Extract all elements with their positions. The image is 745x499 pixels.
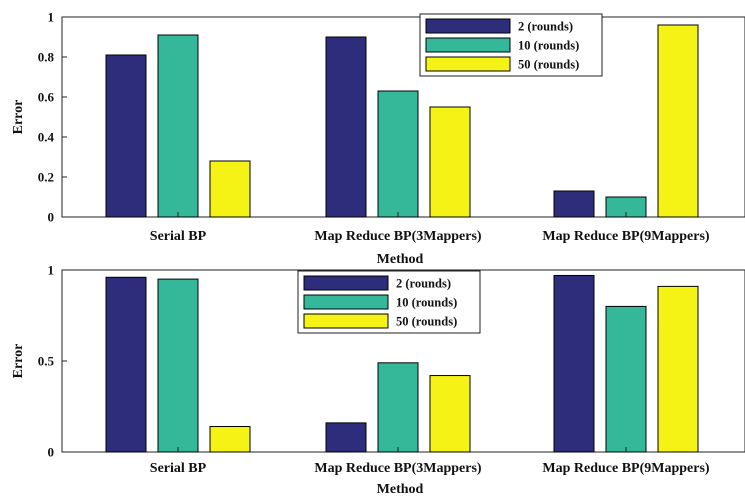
bar-3-3 xyxy=(657,285,699,453)
x-axis-label: Method xyxy=(377,252,424,267)
legend: 2 (rounds) 10 (rounds) 50 (rounds) xyxy=(297,270,481,334)
x-tick-label: Map Reduce BP(9Mappers) xyxy=(542,229,710,244)
x-tick-label: Serial BP xyxy=(150,229,207,244)
legend-swatch-1 xyxy=(303,275,389,291)
bar-3-3 xyxy=(657,24,699,218)
legend-entry-1: 2 (rounds) xyxy=(396,277,451,291)
legend-swatch-2 xyxy=(303,294,389,310)
legend-entry-2: 10 (rounds) xyxy=(396,296,457,310)
legend-swatch-3 xyxy=(303,313,389,329)
y-tick-label: 0 xyxy=(48,445,55,460)
bar-3-1 xyxy=(209,426,251,453)
bar-2-1 xyxy=(157,34,199,218)
y-axis-label: Error xyxy=(11,344,26,379)
bar-3-2 xyxy=(429,106,471,218)
chart-1: 0 0.2 0.4 0.6 0.8 1 Serial BP Map Reduce BP(3Ma… xyxy=(11,10,745,267)
bar-1-3 xyxy=(553,190,595,218)
legend-swatch-1 xyxy=(425,18,511,34)
y-tick-label: 0.2 xyxy=(38,170,54,185)
legend-entry-3: 50 (rounds) xyxy=(518,58,579,72)
y-tick-label: 1 xyxy=(48,10,55,25)
y-tick-label: 0.5 xyxy=(38,354,55,369)
legend: 2 (rounds) 10 (rounds) 50 (rounds) xyxy=(419,13,603,77)
x-tick-label: Map Reduce BP(3Mappers) xyxy=(314,461,482,476)
y-axis-label: Error xyxy=(11,100,26,135)
bar-1-2 xyxy=(325,36,367,218)
legend-swatch-2 xyxy=(425,37,511,53)
bar-1-1 xyxy=(105,276,147,453)
bar-2-3 xyxy=(605,305,647,453)
y-tick-label: 0.4 xyxy=(38,130,55,145)
legend-entry-3: 50 (rounds) xyxy=(396,315,457,329)
x-axis-label: Method xyxy=(377,482,424,497)
chart-2: 0 0.5 1 Serial BP Map Reduce BP(3Mappers) Map… xyxy=(11,263,745,497)
bar-2-2 xyxy=(377,362,419,453)
x-tick-label: Map Reduce BP(9Mappers) xyxy=(542,461,710,476)
bar-1-1 xyxy=(105,54,147,218)
bar-1-3 xyxy=(553,274,595,453)
bar-2-2 xyxy=(377,90,419,218)
legend-entry-1: 2 (rounds) xyxy=(518,20,573,34)
legend-swatch-3 xyxy=(425,56,511,72)
bar-3-2 xyxy=(429,375,471,453)
legend-entry-2: 10 (rounds) xyxy=(518,39,579,53)
bar-1-2 xyxy=(325,422,367,453)
x-tick-label: Serial BP xyxy=(150,461,207,476)
bar-3-1 xyxy=(209,160,251,218)
x-tick-label: Map Reduce BP(3Mappers) xyxy=(314,229,482,244)
y-tick-label: 1 xyxy=(48,263,55,278)
y-tick-label: 0 xyxy=(48,210,55,225)
y-tick-label: 0.8 xyxy=(38,50,55,65)
bar-2-1 xyxy=(157,278,199,453)
y-tick-label: 0.6 xyxy=(38,90,55,105)
